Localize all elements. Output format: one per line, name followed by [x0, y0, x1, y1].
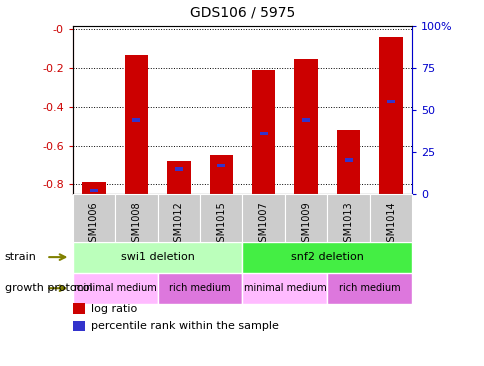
Bar	[174, 167, 182, 171]
Bar	[217, 164, 225, 167]
Bar	[157, 273, 242, 304]
Text: minimal medium: minimal medium	[243, 283, 326, 293]
Bar	[199, 194, 242, 242]
Text: growth protocol: growth protocol	[5, 283, 92, 293]
Text: GSM1008: GSM1008	[131, 201, 141, 248]
Bar	[284, 194, 327, 242]
Text: GSM1006: GSM1006	[89, 201, 99, 248]
Bar	[336, 130, 360, 194]
Bar	[82, 182, 106, 194]
Text: log ratio: log ratio	[91, 303, 137, 314]
Bar	[115, 194, 157, 242]
Text: strain: strain	[5, 252, 37, 262]
Text: percentile rank within the sample: percentile rank within the sample	[91, 321, 279, 331]
Bar	[369, 194, 411, 242]
Text: GSM1013: GSM1013	[343, 201, 353, 248]
Text: GSM1007: GSM1007	[258, 201, 268, 248]
Bar	[242, 242, 411, 273]
Bar	[73, 273, 157, 304]
Text: swi1 deletion: swi1 deletion	[121, 252, 194, 262]
Text: GSM1015: GSM1015	[216, 201, 226, 248]
Bar	[167, 161, 190, 194]
Bar	[157, 194, 199, 242]
Bar	[73, 321, 84, 331]
Bar	[386, 100, 394, 103]
Text: GDS106 / 5975: GDS106 / 5975	[189, 5, 295, 19]
Text: snf2 deletion: snf2 deletion	[290, 252, 363, 262]
Bar	[73, 242, 242, 273]
Bar	[209, 155, 232, 194]
Bar	[124, 55, 148, 194]
Text: minimal medium: minimal medium	[74, 283, 156, 293]
Text: GSM1009: GSM1009	[301, 201, 311, 248]
Bar	[344, 158, 352, 162]
Text: rich medium: rich medium	[338, 283, 400, 293]
Bar	[73, 194, 115, 242]
Bar	[90, 189, 98, 193]
Bar	[259, 131, 267, 135]
Text: rich medium: rich medium	[169, 283, 230, 293]
Bar	[302, 118, 310, 122]
Bar	[252, 70, 275, 194]
Bar	[242, 273, 327, 304]
Bar	[327, 194, 369, 242]
Bar	[378, 37, 402, 194]
Bar	[132, 118, 140, 122]
Bar	[294, 59, 317, 194]
Bar	[327, 273, 411, 304]
Text: GSM1014: GSM1014	[385, 201, 395, 248]
Bar	[73, 303, 84, 314]
Bar	[242, 194, 284, 242]
Text: GSM1012: GSM1012	[173, 201, 183, 248]
